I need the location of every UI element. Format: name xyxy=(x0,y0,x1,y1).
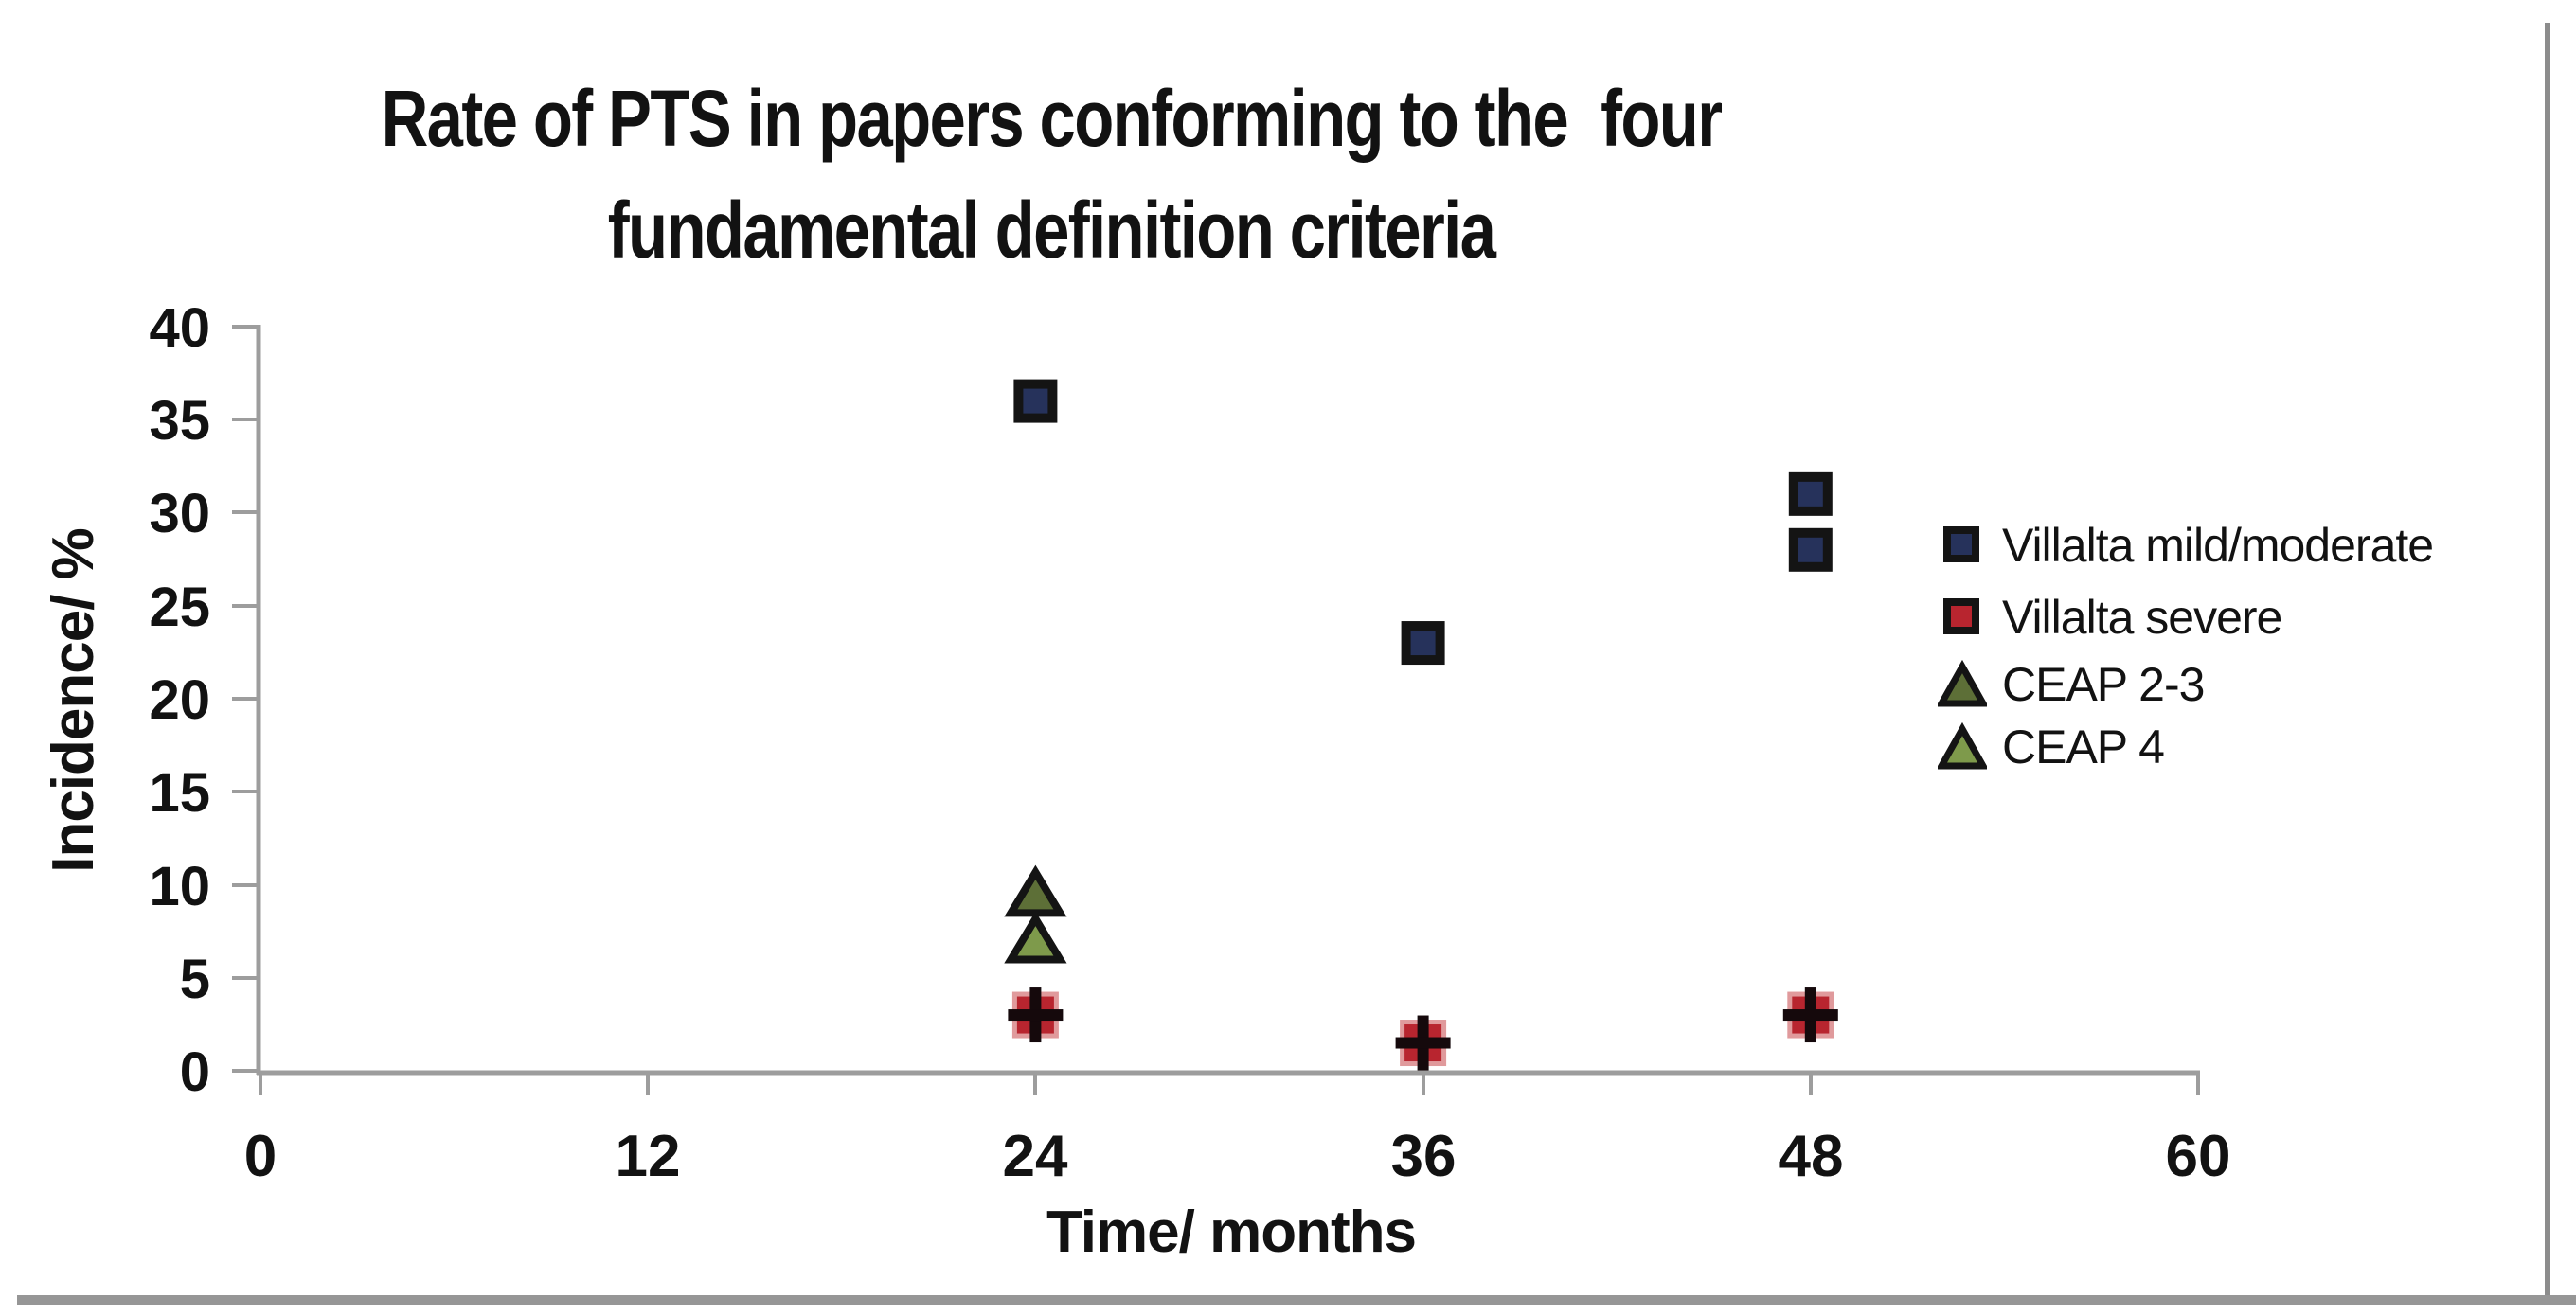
y-tick-30: 30 xyxy=(149,483,210,544)
y-tick-marks xyxy=(232,325,257,1073)
data-point-marker xyxy=(1004,911,1067,964)
legend-item-ceap-2-3: CEAP 2-3 xyxy=(1938,653,2433,716)
legend-marker-square-red-icon xyxy=(1938,593,1987,642)
y-tick-0: 0 xyxy=(180,1041,210,1103)
legend-marker-square-navy-icon xyxy=(1938,521,1987,570)
legend-label: CEAP 2-3 xyxy=(2002,658,2205,711)
figure-bottom-border xyxy=(17,1295,2576,1305)
x-tick-marks xyxy=(259,1073,2200,1095)
data-point-marker xyxy=(1401,621,1445,666)
y-tick-25: 25 xyxy=(149,577,210,638)
x-tick-48: 48 xyxy=(1779,1124,1844,1189)
legend-item-villalta-severe: Villalta severe xyxy=(1938,581,2433,653)
chart-title: Rate of PTS in papers conforming to the … xyxy=(345,62,1758,286)
y-tick-35: 35 xyxy=(149,390,210,452)
legend: Villalta mild/moderate Villalta severe C… xyxy=(1938,509,2434,778)
y-tick-10: 10 xyxy=(149,856,210,917)
y-tick-40: 40 xyxy=(149,297,210,359)
data-point-marker xyxy=(1008,1009,1064,1022)
legend-label: Villalta mild/moderate xyxy=(2002,519,2434,572)
data-point-marker xyxy=(1004,864,1067,917)
square-plus-legend-swatch-icon xyxy=(1943,598,1979,634)
data-point-marker xyxy=(1395,1037,1451,1049)
x-tick-12: 12 xyxy=(616,1124,681,1189)
y-axis-title: Incidence/ % xyxy=(41,528,106,873)
legend-marker-triangle-dark-green-icon xyxy=(1938,660,1987,709)
data-point-markers xyxy=(1004,379,1838,1071)
chart-title-line2: fundamental definition criteria xyxy=(607,186,1496,275)
data-point-marker xyxy=(1788,527,1833,572)
triangle-legend-swatch-icon xyxy=(1938,660,1987,707)
data-point-marker xyxy=(1782,1009,1838,1022)
square-legend-swatch-icon xyxy=(1943,526,1979,562)
x-tick-60: 60 xyxy=(2166,1124,2231,1189)
legend-item-ceap-4: CEAP 4 xyxy=(1938,716,2433,778)
x-tick-24: 24 xyxy=(1003,1124,1068,1189)
triangle-legend-swatch-icon xyxy=(1938,722,1987,770)
y-tick-5: 5 xyxy=(180,949,210,1010)
legend-label: CEAP 4 xyxy=(2002,720,2165,774)
legend-item-villalta-mild-moderate: Villalta mild/moderate xyxy=(1938,509,2434,581)
figure-right-border xyxy=(2545,23,2550,1301)
y-axis-tick-labels: 40 35 30 25 20 15 10 5 0 xyxy=(149,297,210,1103)
y-tick-20: 20 xyxy=(149,669,210,731)
legend-marker-triangle-light-green-icon xyxy=(1938,722,1987,772)
y-tick-15: 15 xyxy=(149,762,210,824)
data-point-marker xyxy=(1013,379,1058,423)
x-tick-36: 36 xyxy=(1391,1124,1457,1189)
data-point-marker xyxy=(1788,471,1833,516)
x-tick-0: 0 xyxy=(244,1124,277,1189)
x-axis-tick-labels: 0 12 24 36 48 60 xyxy=(244,1124,2231,1189)
chart-title-line1: Rate of PTS in papers conforming to the … xyxy=(381,74,1723,163)
x-axis-title: Time/ months xyxy=(1046,1200,1416,1265)
legend-label: Villalta severe xyxy=(2002,591,2282,644)
